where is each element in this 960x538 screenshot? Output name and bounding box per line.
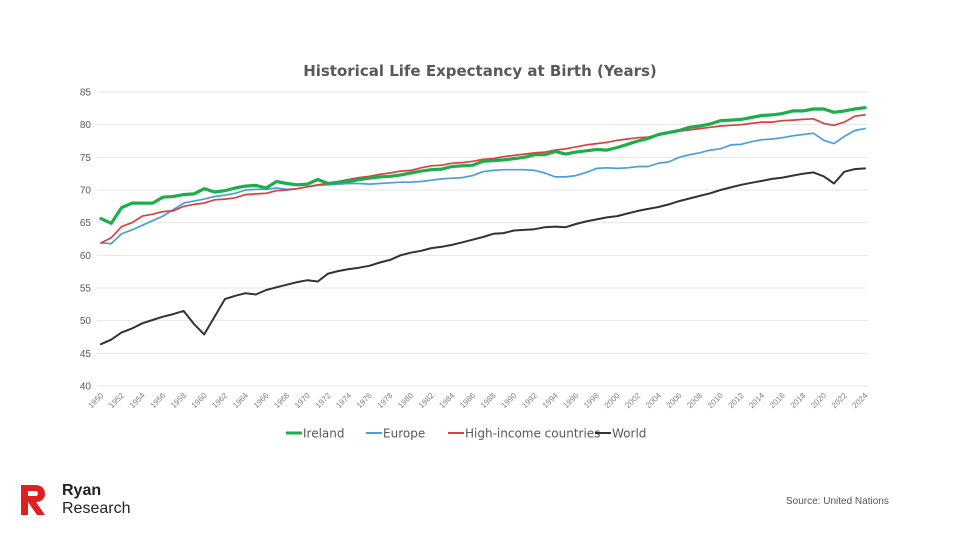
x-tick-label: 1960 xyxy=(190,391,209,410)
y-tick-label: 85 xyxy=(80,88,92,99)
logo-text: Ryan Research xyxy=(62,482,130,518)
x-tick-label: 2000 xyxy=(603,391,622,410)
x-tick-label: 1980 xyxy=(396,391,415,410)
x-tick-label: 2010 xyxy=(706,391,725,410)
x-tick-label: 1958 xyxy=(169,391,188,410)
x-tick-label: 1970 xyxy=(293,391,312,410)
x-tick-label: 1968 xyxy=(272,391,291,410)
logo-name-line2: Research xyxy=(62,500,131,517)
x-tick-label: 1984 xyxy=(437,391,456,410)
x-tick-label: 1972 xyxy=(314,391,333,410)
x-axis-ticks: 1950 1952 1954 1956 1958 1960 1962 1964 1966 1968… xyxy=(86,391,869,410)
x-tick-label: 2012 xyxy=(727,391,746,410)
x-tick-label: 1950 xyxy=(86,391,105,410)
legend: Ireland Europe High-income countries World xyxy=(286,427,646,441)
x-tick-label: 2024 xyxy=(850,391,869,410)
x-tick-label: 2008 xyxy=(685,391,704,410)
r-logo-icon xyxy=(21,485,45,515)
x-tick-label: 1954 xyxy=(128,391,147,410)
x-tick-label: 2016 xyxy=(768,391,787,410)
x-tick-label: 2020 xyxy=(809,391,828,410)
x-tick-label: 1986 xyxy=(458,391,477,410)
logo-name-line1: Ryan xyxy=(62,482,102,499)
x-tick-label: 2018 xyxy=(789,391,808,410)
x-tick-label: 1996 xyxy=(561,391,580,410)
x-tick-label: 2004 xyxy=(644,391,663,410)
y-axis-ticks: 40 45 50 55 60 65 70 75 80 85 xyxy=(80,88,92,393)
y-tick-label: 80 xyxy=(80,120,92,131)
ryan-research-logo: Ryan Research xyxy=(18,482,130,518)
y-tick-label: 75 xyxy=(80,153,92,164)
x-tick-label: 1966 xyxy=(252,391,271,410)
x-tick-label: 1994 xyxy=(541,391,560,410)
y-tick-label: 50 xyxy=(80,316,92,327)
source-note: Source: United Nations xyxy=(786,496,889,507)
x-tick-label: 1978 xyxy=(376,391,395,410)
y-tick-label: 65 xyxy=(80,218,92,229)
x-tick-label: 2014 xyxy=(747,391,766,410)
x-tick-label: 1992 xyxy=(520,391,539,410)
y-tick-label: 60 xyxy=(80,251,92,262)
gridlines xyxy=(97,91,868,387)
legend-label: High-income countries xyxy=(465,427,600,441)
series-line-high-income-countries xyxy=(100,114,866,244)
x-tick-label: 2006 xyxy=(665,391,684,410)
x-tick-label: 1982 xyxy=(417,391,436,410)
series-lines xyxy=(99,106,867,346)
x-tick-label: 2022 xyxy=(830,391,849,410)
x-tick-label: 1990 xyxy=(499,391,518,410)
x-tick-label: 2002 xyxy=(623,391,642,410)
x-tick-label: 1964 xyxy=(231,391,250,410)
x-tick-label: 1976 xyxy=(355,391,374,410)
x-tick-label: 1974 xyxy=(334,391,353,410)
y-tick-label: 45 xyxy=(80,349,92,360)
y-tick-label: 70 xyxy=(80,186,92,197)
y-tick-label: 40 xyxy=(80,382,92,393)
legend-label: World xyxy=(612,427,646,441)
x-tick-label: 1952 xyxy=(107,391,126,410)
legend-label: Europe xyxy=(383,427,425,441)
series-line-ireland xyxy=(99,106,867,225)
x-tick-label: 1988 xyxy=(479,391,498,410)
x-tick-label: 1956 xyxy=(148,391,167,410)
y-tick-label: 55 xyxy=(80,284,92,295)
x-tick-label: 1962 xyxy=(210,391,229,410)
series-line-europe xyxy=(100,127,866,245)
chart-title: Historical Life Expectancy at Birth (Yea… xyxy=(303,62,657,80)
series-line-world xyxy=(100,167,866,346)
x-tick-label: 1998 xyxy=(582,391,601,410)
legend-label: Ireland xyxy=(303,427,345,441)
